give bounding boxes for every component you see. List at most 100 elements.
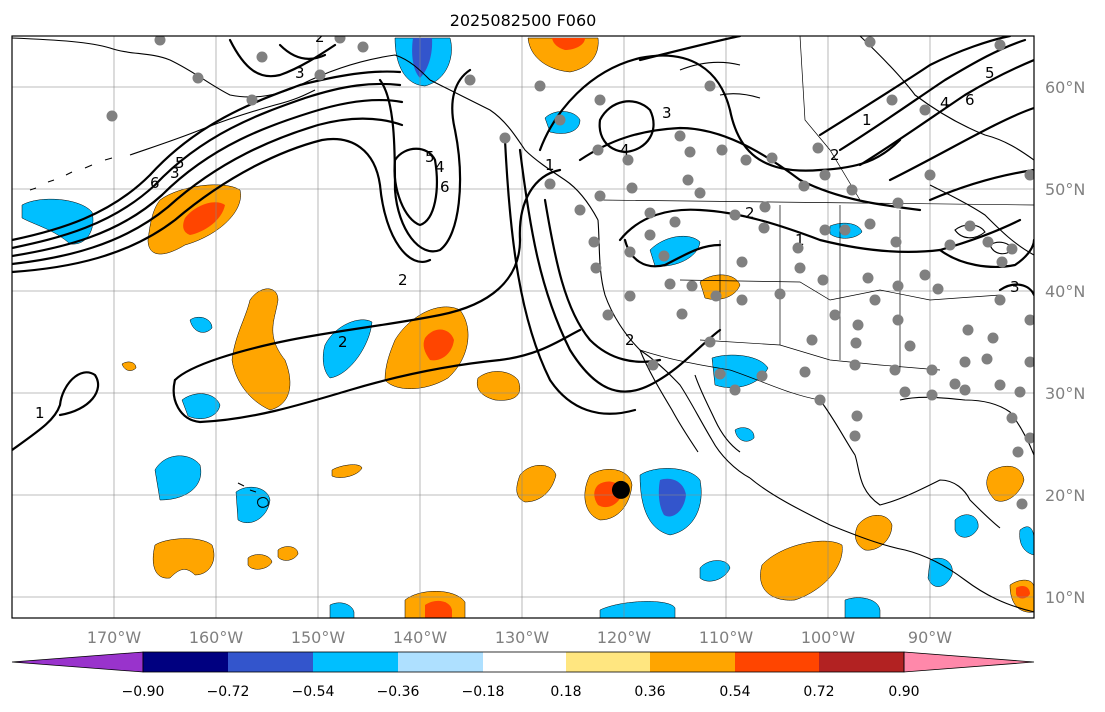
station-dot [862,272,874,284]
station-dot [544,178,556,190]
station-dot [624,290,636,302]
station-dot [869,294,881,306]
lon-label: 130°W [495,628,550,647]
station-dot [684,146,696,158]
station-dot [889,364,901,376]
contour-label: 5 [425,148,435,166]
neg-anomaly [329,602,355,618]
station-dot [624,246,636,258]
station-dot [1006,412,1018,424]
station-dot [704,336,716,348]
contour-label: 6 [150,174,160,192]
lon-label: 150°W [291,628,346,647]
contour-label: 4 [940,94,950,112]
station-dot [846,184,858,196]
pos-anomaly [231,288,291,411]
shaded-anomalies [21,37,1034,618]
station-dot [919,104,931,116]
station-dot [994,379,1006,391]
colorbar-tick: −0.18 [462,684,505,700]
station-dot [892,314,904,326]
station-dot [892,197,904,209]
stations [106,36,1034,510]
colorbar-tick: 0.54 [719,684,750,700]
pos-anomaly-core [423,329,454,361]
pos-anomaly-core [183,202,225,235]
lon-label: 100°W [801,628,856,647]
station-dot [798,180,810,192]
contour-label: 3 [662,104,672,122]
station-dot [774,288,786,300]
neg-anomaly [189,317,213,333]
station-dot [839,224,851,236]
lat-label: 50°N [1045,180,1085,199]
pos-anomaly [121,361,137,371]
colorbar-tick: 0.72 [803,684,834,700]
storm-center-marker [611,480,630,499]
colorbar-tick-labels: −0.90 −0.72 −0.54 −0.36 −0.18 0.18 0.36 … [122,684,920,700]
station-dot [334,36,346,44]
station-dot [924,169,936,181]
contour-label: 2 [398,271,408,289]
station-dot [626,182,638,194]
station-dot [996,256,1008,268]
station-dot [759,201,771,213]
station-dot [736,256,748,268]
colorbar-tick: −0.36 [377,684,420,700]
pos-anomaly [855,515,893,551]
map-frame [11,35,1035,619]
pos-anomaly [277,546,299,561]
station-dot [892,280,904,292]
station-dot [669,216,681,228]
station-dot [674,130,686,142]
contours [12,36,1034,452]
station-dot [994,39,1006,51]
station-dot [758,222,770,234]
lat-label: 30°N [1045,384,1085,403]
colorbar-tick: 0.90 [888,684,919,700]
station-dot [852,319,864,331]
contour-label: 2 [315,28,325,46]
station-dot [1016,498,1028,510]
contour-label: 5 [985,64,995,82]
station-dot [534,80,546,92]
station-dot [981,353,993,365]
neg-anomaly-core [658,478,686,517]
station-dot [756,370,768,382]
pos-anomaly-core [1016,586,1030,599]
station-dot [982,236,994,248]
station-dot [849,430,861,442]
station-dot [899,386,911,398]
station-dot [1014,386,1026,398]
station-dot [926,389,938,401]
contour-label: 1 [795,231,805,249]
station-dot [944,239,956,251]
neg-anomaly [927,557,953,587]
station-dot [829,309,841,321]
station-dot [814,394,826,406]
colorbar-tick: 0.36 [634,684,665,700]
contour-label: 1 [35,404,45,422]
pos-anomaly-core [552,38,585,50]
graticule [12,36,1034,618]
station-dot [964,220,976,232]
station-dot [926,364,938,376]
pos-anomaly [986,465,1025,502]
pos-anomaly [247,554,273,570]
pos-anomaly-core [425,600,452,618]
station-dot [622,154,634,166]
colorbar-extend-min [11,651,144,673]
lon-label: 170°W [87,628,142,647]
station-dot [1024,169,1034,181]
pos-anomaly [527,37,599,73]
station-dot [314,69,326,81]
station-dot [464,74,476,86]
colorbar-segment [143,652,228,672]
station-dot [864,36,876,48]
station-dot [890,236,902,248]
station-dot [664,278,676,290]
station-dot [736,294,748,306]
station-dot [594,94,606,106]
station-dot [962,324,974,336]
station-dot [602,309,614,321]
